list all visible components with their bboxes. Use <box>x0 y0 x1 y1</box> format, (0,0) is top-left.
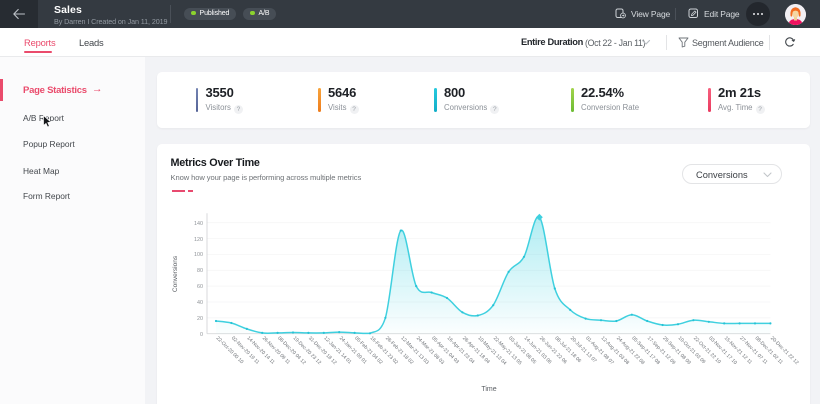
svg-text:100: 100 <box>194 252 203 258</box>
svg-text:80: 80 <box>197 268 203 274</box>
svg-text:120: 120 <box>194 237 203 243</box>
svg-text:20: 20 <box>197 316 203 322</box>
svg-text:60: 60 <box>197 284 203 290</box>
svg-text:Conversions: Conversions <box>172 255 179 292</box>
svg-text:40: 40 <box>197 300 203 306</box>
svg-text:Time: Time <box>481 386 496 393</box>
svg-text:0: 0 <box>200 332 203 338</box>
svg-text:140: 140 <box>194 221 203 227</box>
